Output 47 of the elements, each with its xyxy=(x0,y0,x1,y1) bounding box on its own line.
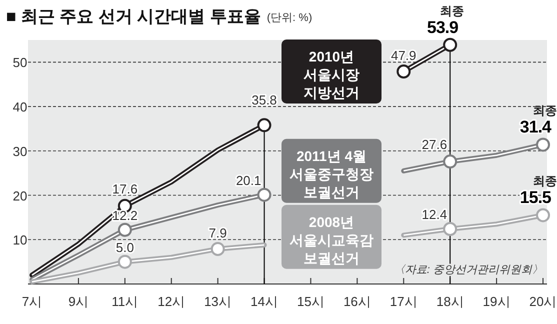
x-tick-label: 9시 xyxy=(68,294,89,309)
data-label: 31.4 xyxy=(520,118,552,137)
point xyxy=(210,242,225,256)
point xyxy=(118,222,132,237)
data-label: 15.5 xyxy=(520,188,552,208)
x-tick-label: 16시 xyxy=(343,294,371,309)
y-tick-label: 30 xyxy=(12,144,28,159)
x-tick-label: 20시 xyxy=(529,294,557,309)
point xyxy=(443,222,458,236)
data-label: 47.9 xyxy=(390,48,416,64)
y-tick-label: 20 xyxy=(12,188,28,204)
data-label: 7.9 xyxy=(208,226,227,241)
x-tick-label: 17시 xyxy=(390,294,418,309)
text: 2010년 서울시장 지방선거 xyxy=(304,48,360,100)
point xyxy=(118,254,132,269)
x-tick-label: 11시 xyxy=(112,294,138,309)
data-label: 17.6 xyxy=(112,181,138,196)
data-label: 27.6 xyxy=(422,136,448,152)
y-tick-label: 50 xyxy=(12,55,28,70)
x-tick-label: 13시 xyxy=(204,294,232,309)
data-label: 35.8 xyxy=(252,92,277,108)
point xyxy=(396,64,411,78)
chart-subtitle: (단위: %) xyxy=(266,12,312,24)
data-label: 12.4 xyxy=(422,206,448,222)
x-tick-label: 18시 xyxy=(436,294,464,309)
point xyxy=(443,38,458,52)
annotation: 최종 xyxy=(533,104,557,118)
point xyxy=(443,154,458,169)
x-tick-label: 15시 xyxy=(296,294,324,309)
series-label: 2008년 서울시교육감 보궐선거 xyxy=(290,214,374,266)
x-tick-label: 7시 xyxy=(22,294,42,309)
x-tick-label: 14시 xyxy=(250,294,278,309)
chart-title: ■ 최근 주요 선거 시간대별 투표율 xyxy=(6,7,261,26)
x-tick-label: 19시 xyxy=(482,294,510,309)
point xyxy=(536,208,550,222)
y-tick-label: 40 xyxy=(12,100,28,115)
point xyxy=(536,138,550,152)
data-label: 20.1 xyxy=(236,172,262,188)
data-label: 5.0 xyxy=(116,240,134,255)
data-label: 53.9 xyxy=(426,18,458,37)
series-label: 2011년 4월 서울중구청장 보궐선거 xyxy=(290,148,374,200)
point xyxy=(257,188,272,202)
x-tick-label: 12시 xyxy=(158,294,186,309)
point xyxy=(257,118,272,132)
annotation: 최종 xyxy=(533,174,557,188)
annotation: 최종 xyxy=(440,4,464,18)
y-tick-label: 10 xyxy=(12,232,28,248)
